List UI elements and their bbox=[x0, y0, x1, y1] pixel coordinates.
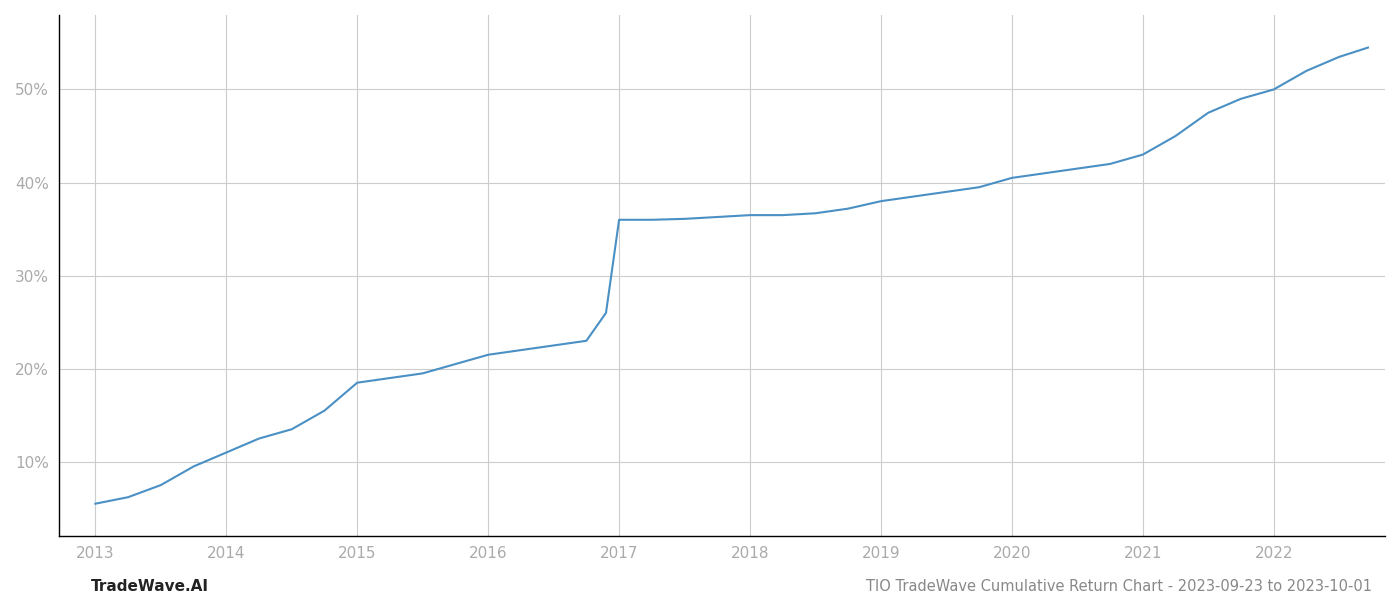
Text: TradeWave.AI: TradeWave.AI bbox=[91, 579, 209, 594]
Text: TIO TradeWave Cumulative Return Chart - 2023-09-23 to 2023-10-01: TIO TradeWave Cumulative Return Chart - … bbox=[867, 579, 1372, 594]
